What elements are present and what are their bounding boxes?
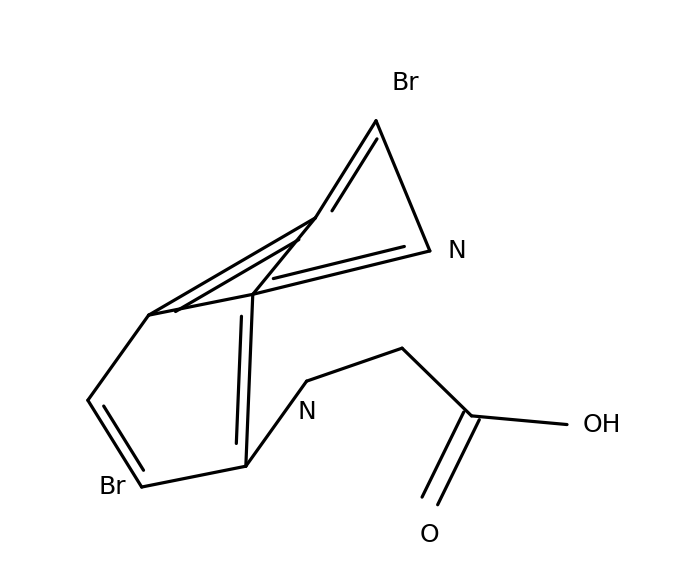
Text: OH: OH <box>582 412 621 437</box>
Text: N: N <box>298 400 316 424</box>
Text: N: N <box>447 239 466 263</box>
Text: Br: Br <box>392 71 419 95</box>
Text: O: O <box>420 523 440 546</box>
Text: Br: Br <box>99 475 126 499</box>
